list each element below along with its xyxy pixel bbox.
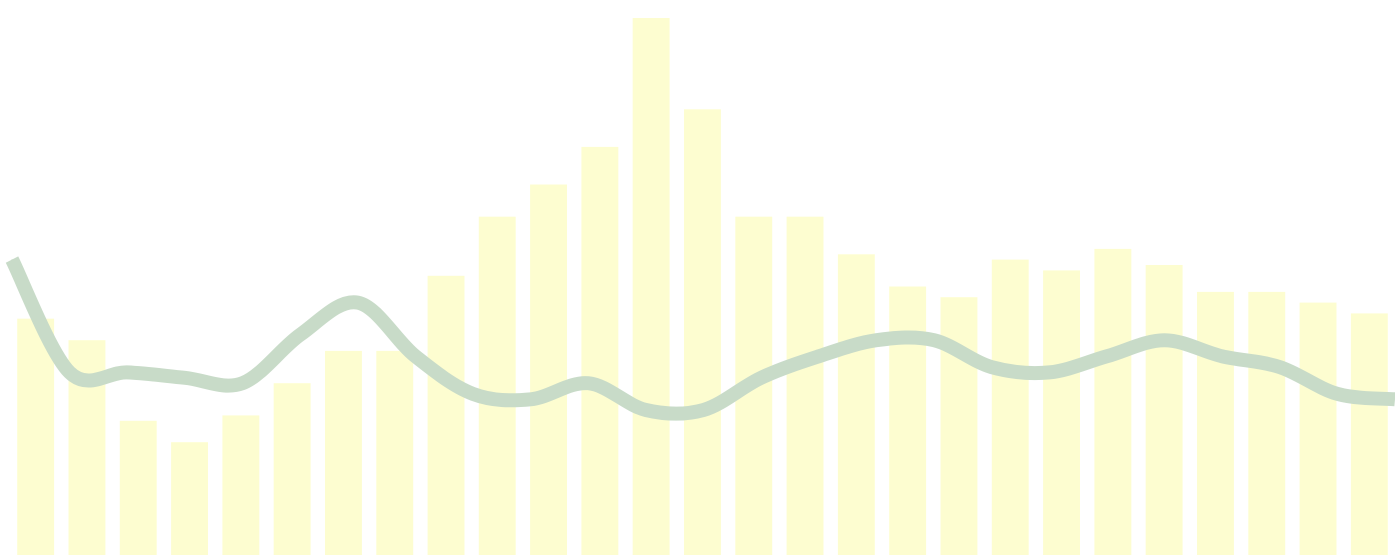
- bar-15: [787, 217, 824, 555]
- line-point-0: [12, 259, 13, 260]
- bar-2: [120, 421, 157, 555]
- line-point-11: [645, 410, 646, 411]
- line-point-7: [415, 356, 416, 357]
- bar-12: [633, 18, 670, 555]
- line-point-5: [300, 334, 301, 335]
- bar-21: [1094, 249, 1131, 555]
- bar-19: [992, 260, 1029, 555]
- bar-26: [1351, 313, 1388, 555]
- bar-4: [222, 415, 259, 555]
- bar-13: [684, 109, 721, 555]
- bar-3: [171, 442, 208, 555]
- line-point-21: [1222, 356, 1223, 357]
- bar-24: [1248, 292, 1285, 555]
- line-point-8: [473, 393, 474, 394]
- line-point-17: [991, 367, 992, 368]
- line-point-13: [761, 377, 762, 378]
- bar-17: [889, 287, 926, 555]
- bar-25: [1300, 303, 1337, 555]
- line-point-2: [127, 372, 128, 373]
- bar-6: [325, 351, 362, 555]
- line-point-6: [357, 302, 358, 303]
- line-point-3: [184, 377, 185, 378]
- bar-8: [428, 276, 465, 555]
- line-point-23: [1337, 393, 1338, 394]
- bar-11: [581, 147, 618, 555]
- line-point-1: [69, 372, 70, 373]
- bar-series: [17, 18, 1388, 555]
- line-point-12: [703, 410, 704, 411]
- bar-9: [479, 217, 516, 555]
- bar-20: [1043, 270, 1080, 555]
- line-point-14: [818, 356, 819, 357]
- bar-22: [1146, 265, 1183, 555]
- line-point-22: [1279, 367, 1280, 368]
- bar-18: [941, 297, 978, 555]
- line-point-9: [530, 399, 531, 400]
- bar-5: [274, 383, 311, 555]
- line-point-10: [588, 383, 589, 384]
- line-point-20: [1164, 340, 1165, 341]
- line-point-4: [242, 383, 243, 384]
- bar-10: [530, 185, 567, 555]
- line-point-16: [934, 340, 935, 341]
- bar-16: [838, 254, 875, 555]
- line-point-19: [1106, 356, 1107, 357]
- line-point-18: [1049, 372, 1050, 373]
- line-point-15: [876, 340, 877, 341]
- bar-23: [1197, 292, 1234, 555]
- bar-7: [376, 351, 413, 555]
